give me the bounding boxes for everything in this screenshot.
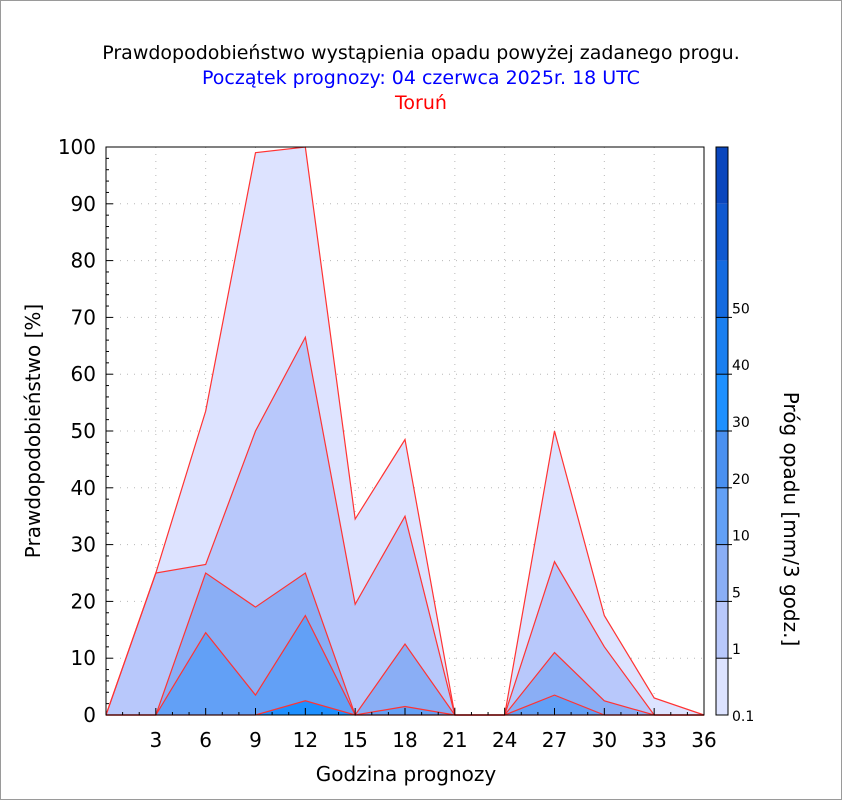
y-tick-label: 40 — [71, 476, 96, 500]
colorbar-band — [716, 658, 728, 715]
y-tick-label: 20 — [71, 589, 96, 613]
x-tick-label: 30 — [592, 728, 617, 752]
x-tick-label: 18 — [392, 728, 417, 752]
colorbar-tick-label: 30 — [732, 415, 750, 431]
colorbar-tick-label: 5 — [732, 585, 741, 601]
x-tick-label: 3 — [149, 728, 162, 752]
chart-title: Prawdopodobieństwo wystąpienia opadu pow… — [102, 42, 740, 64]
colorbar-tick-label: 10 — [732, 529, 750, 545]
colorbar-band — [716, 147, 728, 204]
forecast-start: Początek prognozy: 04 czerwca 2025r. 18 … — [202, 67, 640, 89]
colorbar-band — [716, 260, 728, 318]
y-tick-label: 70 — [71, 305, 96, 329]
colorbar-tick-label: 40 — [732, 358, 750, 374]
y-tick-label: 10 — [71, 646, 96, 670]
colorbar-label: Próg opadu [mm/3 godz.] — [779, 392, 803, 647]
line-threshold-1 — [105, 335, 704, 716]
colorbar-band — [716, 203, 728, 261]
y-tick-label: 30 — [71, 533, 96, 557]
y-tick-label: 80 — [71, 249, 96, 273]
y-axis-label: Prawdopodobieństwo [%] — [21, 304, 45, 558]
probability-areas — [105, 146, 705, 717]
x-tick-label: 15 — [342, 728, 367, 752]
station-name: Toruń — [395, 92, 447, 114]
x-tick-label: 33 — [641, 728, 666, 752]
y-tick-label: 60 — [71, 362, 96, 386]
y-tick-label: 0 — [83, 703, 96, 727]
y-tick-label: 50 — [71, 419, 96, 443]
line-threshold-5 — [106, 572, 704, 717]
y-tick-label: 90 — [71, 192, 96, 216]
colorbar-tick-label: 20 — [732, 472, 750, 488]
x-tick-label: 24 — [492, 728, 517, 752]
x-tick-label: 9 — [249, 728, 262, 752]
colorbar-band — [716, 487, 728, 545]
y-tick-label: 100 — [58, 135, 96, 159]
colorbar-band — [716, 374, 728, 431]
colorbar-tick-label: 0.1 — [732, 709, 754, 725]
x-tick-label: 21 — [442, 728, 467, 752]
colorbar-band — [716, 431, 728, 488]
area-threshold-10 — [106, 615, 704, 715]
x-tick-label: 36 — [691, 728, 716, 752]
colorbar-band — [716, 317, 728, 375]
x-tick-label: 27 — [542, 728, 567, 752]
x-axis-label: Godzina prognozy — [316, 762, 497, 786]
colorbar-band — [716, 601, 728, 659]
colorbar-band — [716, 544, 728, 602]
line-threshold-0-1 — [105, 146, 705, 716]
x-tick-label: 12 — [293, 728, 318, 752]
colorbar-tick-label: 50 — [732, 301, 750, 317]
colorbar: 0.1 1 5 10 20 30 40 50 — [715, 146, 754, 725]
x-tick-label: 6 — [199, 728, 212, 752]
colorbar-tick-label: 1 — [732, 642, 741, 658]
